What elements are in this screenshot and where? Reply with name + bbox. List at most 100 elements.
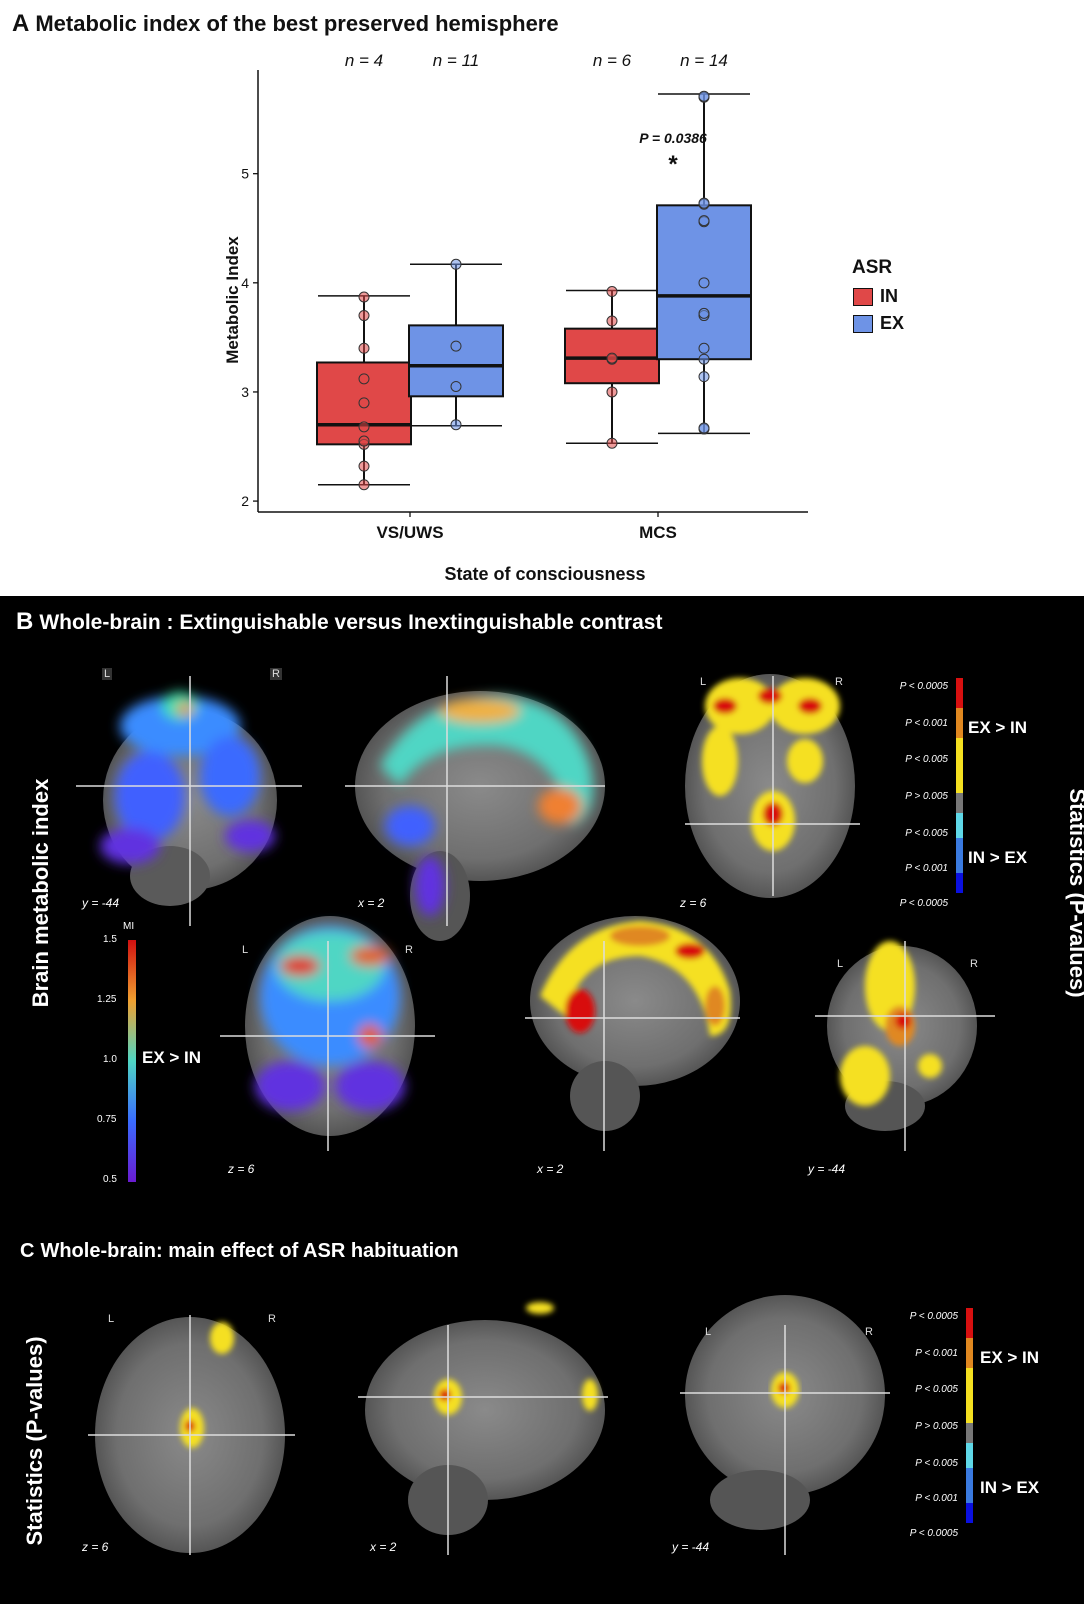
mi-tick-5: 0.5: [103, 1174, 117, 1185]
panel-a-title: A Metabolic index of the best preserved h…: [12, 10, 559, 38]
panel-c-title: C Whole-brain: main effect of ASR habitua…: [20, 1240, 459, 1263]
pval-2: P < 0.001: [905, 718, 948, 729]
n-label: n = 6: [593, 51, 632, 70]
data-point: [698, 307, 710, 319]
label-l-c-coronal: L: [705, 1326, 712, 1338]
coord-c-3: y = -44: [672, 1540, 710, 1554]
data-point: [358, 310, 370, 322]
scale-c-ex-label: EX > IN: [980, 1348, 1040, 1367]
label-l-bottom-coronal: L: [837, 958, 844, 970]
data-point: [606, 437, 618, 449]
panel-c-brains: [88, 1295, 973, 1555]
coord-bottom-3: y = -44: [808, 1162, 846, 1176]
data-point: [698, 353, 710, 365]
brain-sagittal-top: [345, 676, 605, 941]
data-point: [606, 286, 618, 298]
panel-c-title-text: Whole-brain: main effect of ASR habituat…: [40, 1240, 459, 1262]
p-value-scale: [956, 678, 963, 893]
label-r-top-coronal: R: [270, 668, 282, 680]
panel-a: A Metabolic index of the best preserved h…: [0, 0, 1084, 596]
mi-tick-1: 1.5: [103, 934, 117, 945]
data-point: [698, 371, 710, 383]
data-point: [450, 380, 462, 392]
panel-c: C Whole-brain: main effect of ASR habitua…: [0, 1210, 1084, 1604]
label-r-bottom-axial: R: [405, 944, 413, 956]
pval-3: P < 0.005: [905, 754, 948, 765]
pval-c-2: P < 0.001: [915, 1348, 958, 1359]
y-axis-label: Metabolic Index: [223, 236, 242, 364]
mi-tick-3: 1.0: [103, 1054, 117, 1065]
label-l-c-axial: L: [108, 1313, 115, 1325]
data-point: [606, 386, 618, 398]
pval-1: P < 0.0005: [899, 681, 948, 692]
brain-mi-side-label: Brain metabolic index: [28, 778, 53, 1008]
statistics-side-label: Statistics (P-values): [1065, 788, 1084, 998]
coord-top-3: z = 6: [680, 896, 707, 910]
pval-4: P > 0.005: [905, 791, 948, 802]
panel-b: B Whole-brain : Extinguishable versus Ine…: [0, 596, 1084, 1210]
statistics-c-side-label: Statistics (P-values): [22, 1336, 47, 1546]
panel-a-title-text: Metabolic index of the best preserved he…: [35, 11, 559, 36]
label-l-top-coronal: L: [102, 668, 113, 680]
data-point: [606, 315, 618, 327]
data-point: [358, 421, 370, 433]
pval-c-3: P < 0.005: [915, 1384, 958, 1395]
data-point: [698, 197, 710, 209]
data-point: [450, 340, 462, 352]
panel-b-title: B Whole-brain : Extinguishable versus Ine…: [16, 608, 662, 636]
data-point: [698, 90, 710, 102]
data-point: [698, 342, 710, 354]
data-point: [358, 342, 370, 354]
pval-c-5: P < 0.005: [915, 1458, 958, 1469]
mi-tick-4: 0.75: [97, 1114, 117, 1125]
y-tick-label: 5: [241, 166, 249, 182]
label-r-c-coronal: R: [865, 1326, 873, 1338]
box-plot: Metabolic Index State of consciousness P…: [223, 51, 808, 584]
pvalue-label: P = 0.0386: [639, 130, 707, 146]
pval-c-7: P < 0.0005: [909, 1528, 958, 1539]
legend-ex-label: EX: [880, 313, 905, 333]
data-point: [358, 397, 370, 409]
data-point: [358, 373, 370, 385]
data-point: [698, 422, 710, 434]
pval-c-1: P < 0.0005: [909, 1311, 958, 1322]
panel-b-brains: [76, 674, 995, 1182]
mi-contrast-label: EX > IN: [142, 1048, 202, 1067]
brain-axial-c: [88, 1315, 295, 1555]
label-r-c-axial: R: [268, 1313, 276, 1325]
x-tick-label: VS/UWS: [376, 523, 443, 542]
data-point: [358, 479, 370, 491]
brain-sagittal-stats: [525, 916, 740, 1151]
brain-coronal-stats: [815, 941, 995, 1151]
plot-axes: 2 3 4 5 VS/UWS MCS: [241, 70, 808, 542]
data-point: [450, 258, 462, 270]
brain-axial-mi: [220, 916, 435, 1151]
n-label: n = 4: [345, 51, 383, 70]
n-label: n = 14: [680, 51, 728, 70]
n-label: n = 11: [433, 51, 479, 70]
y-tick-label: 3: [241, 384, 249, 400]
scale-ex-label: EX > IN: [968, 718, 1028, 737]
p-value-scale-c: [966, 1308, 973, 1523]
mi-label: MI: [123, 921, 135, 932]
label-l-top-axial: L: [700, 676, 707, 688]
panel-c-letter: C: [20, 1240, 35, 1262]
y-tick-label: 2: [241, 493, 249, 509]
brain-coronal-c: [680, 1295, 890, 1555]
coord-c-1: z = 6: [82, 1540, 109, 1554]
legend-in-label: IN: [880, 286, 898, 306]
pval-6: P < 0.001: [905, 863, 948, 874]
scale-in-label: IN > EX: [968, 848, 1028, 867]
data-point: [606, 352, 618, 364]
data-point: [698, 277, 710, 289]
pval-c-6: P < 0.001: [915, 1493, 958, 1504]
legend-ex-swatch: [853, 315, 873, 333]
box-group: n = 4 n = 11 n = 6 n = 14: [316, 51, 752, 491]
legend-title: ASR: [852, 257, 893, 278]
coord-bottom-2: x = 2: [537, 1162, 564, 1176]
label-l-bottom-axial: L: [242, 944, 249, 956]
panel-b-letter: B: [16, 608, 34, 635]
data-point: [450, 419, 462, 431]
panel-b-title-text: Whole-brain : Extinguishable versus Inex…: [39, 611, 663, 634]
